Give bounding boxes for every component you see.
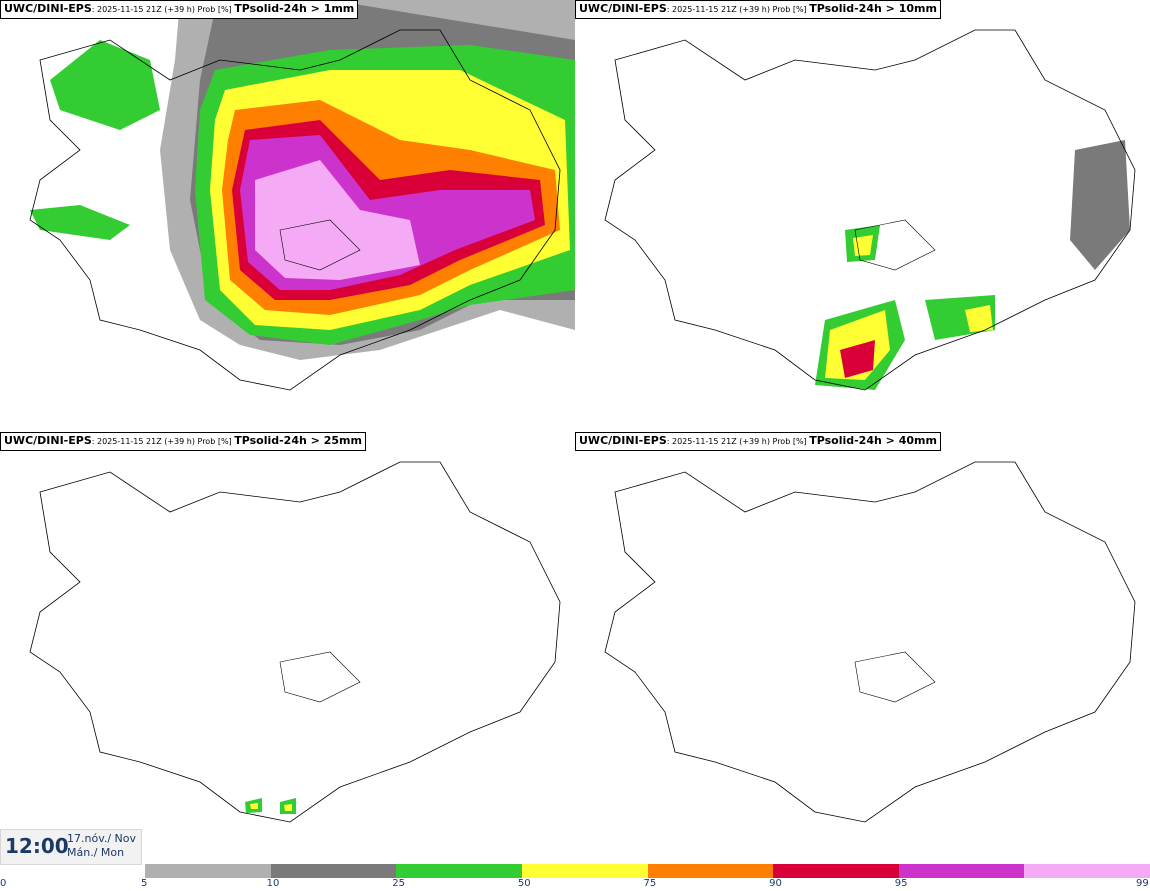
probability-map-10mm <box>604 29 1136 391</box>
model-name: UWC/DINI-EPS <box>4 2 92 15</box>
panel-title: UWC/DINI-EPS: 2025-11-15 21Z (+39 h) Pro… <box>575 432 941 451</box>
map-panel-1mm: UWC/DINI-EPS: 2025-11-15 21Z (+39 h) Pro… <box>0 0 575 430</box>
legend-tick-label: 0 <box>0 878 7 889</box>
legend-tick-label: 25 <box>392 878 405 889</box>
run-info: : 2025-11-15 21Z (+39 h) Prob [%] <box>666 5 810 14</box>
map-panel-10mm: UWC/DINI-EPS: 2025-11-15 21Z (+39 h) Pro… <box>575 0 1150 430</box>
color-legend: 0 5 10 25 50 75 90 95 99 <box>0 862 1150 891</box>
valid-hour: 12:00 <box>5 834 69 858</box>
model-name: UWC/DINI-EPS <box>4 434 92 447</box>
legend-tick-label: 5 <box>141 878 148 889</box>
legend-segment <box>773 864 899 878</box>
probability-map-25mm <box>29 461 561 823</box>
valid-date: 17.nóv./ Nov Mán./ Mon <box>67 832 136 860</box>
legend-tick-label: 95 <box>894 878 908 889</box>
run-info: : 2025-11-15 21Z (+39 h) Prob [%] <box>666 437 810 446</box>
valid-date-line1: 17.nóv./ Nov <box>67 832 137 845</box>
valid-time-box: 12:00 17.nóv./ Nov Mán./ Mon <box>0 829 142 865</box>
probability-map-40mm <box>604 461 1136 823</box>
legend-segment <box>898 864 1025 878</box>
panel-title: UWC/DINI-EPS: 2025-11-15 21Z (+39 h) Pro… <box>0 432 366 451</box>
legend-segment <box>1024 864 1150 878</box>
model-name: UWC/DINI-EPS <box>579 2 667 15</box>
run-info: : 2025-11-15 21Z (+39 h) Prob [%] <box>91 5 235 14</box>
legend-segment <box>647 864 774 878</box>
legend-segment <box>145 864 271 878</box>
legend-tick-label: 90 <box>769 878 782 889</box>
legend-segment <box>270 864 397 878</box>
legend-bar <box>145 864 1150 878</box>
map-panel-25mm: UWC/DINI-EPS: 2025-11-15 21Z (+39 h) Pro… <box>0 432 575 862</box>
legend-segment <box>396 864 522 878</box>
panel-title: UWC/DINI-EPS: 2025-11-15 21Z (+39 h) Pro… <box>575 0 941 19</box>
parameter-label: TPsolid-24h > 10mm <box>809 2 937 15</box>
panel-title: UWC/DINI-EPS: 2025-11-15 21Z (+39 h) Pro… <box>0 0 359 19</box>
parameter-label: TPsolid-24h > 25mm <box>234 434 362 447</box>
legend-tick-label: 99 <box>1136 878 1149 889</box>
model-name: UWC/DINI-EPS <box>579 434 667 447</box>
legend-segment <box>521 864 648 878</box>
legend-tick-label: 75 <box>643 878 657 889</box>
map-panel-40mm: UWC/DINI-EPS: 2025-11-15 21Z (+39 h) Pro… <box>575 432 1150 862</box>
parameter-label: TPsolid-24h > 40mm <box>809 434 937 447</box>
run-info: : 2025-11-15 21Z (+39 h) Prob [%] <box>91 437 235 446</box>
valid-date-line2: Mán./ Mon <box>67 846 125 859</box>
parameter-label: TPsolid-24h > 1mm <box>234 2 355 15</box>
legend-tick-label: 10 <box>266 878 280 889</box>
probability-map-1mm <box>29 0 575 391</box>
legend-tick-label: 50 <box>517 878 531 889</box>
